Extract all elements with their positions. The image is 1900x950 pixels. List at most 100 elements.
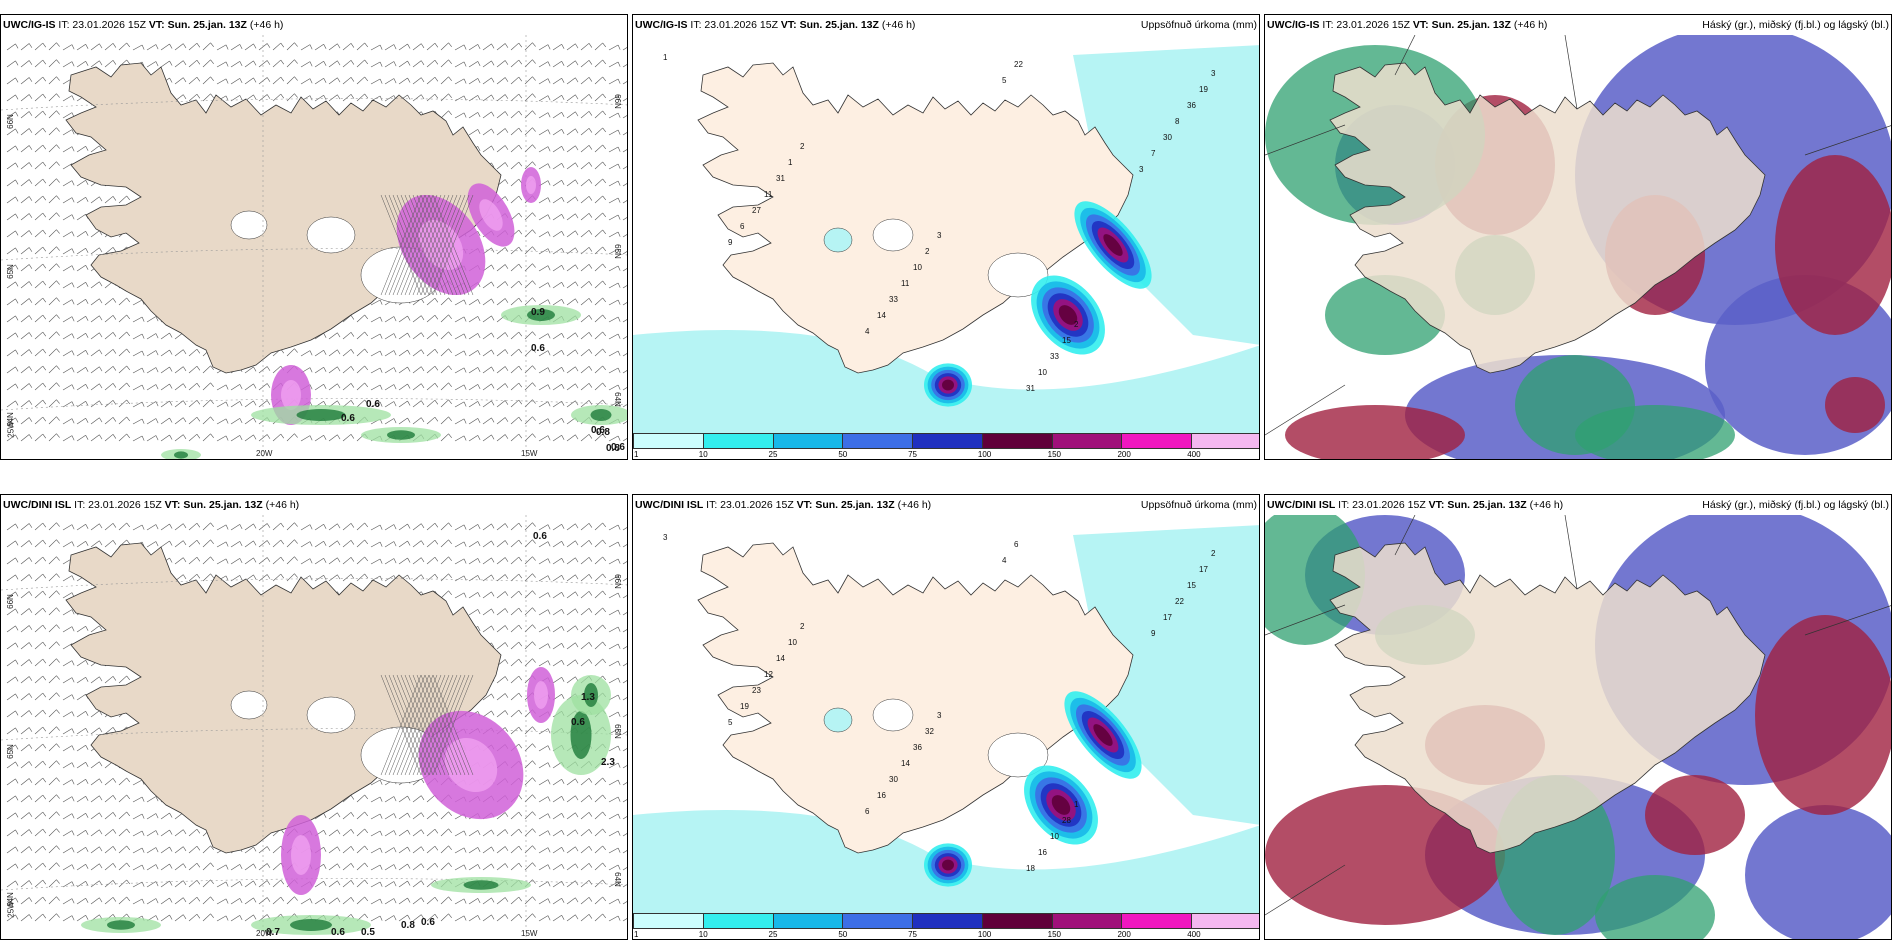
precip-amount-label: 27: [752, 206, 761, 215]
iceland-landmass: [1329, 62, 1766, 374]
precip-value-label: 0.6: [341, 413, 355, 424]
colorbar-tick-label: 100: [977, 930, 992, 939]
precip-amount-label: 10: [788, 638, 797, 647]
precip-amount-label: 2: [1211, 549, 1216, 558]
colorbar-tick-label: 10: [698, 450, 708, 459]
init-time: IT: 23.01.2026 15Z: [703, 499, 797, 511]
colorbar-tick-label: 25: [768, 930, 778, 939]
precip-amount-label: 6: [865, 807, 870, 816]
longitude-label: 15W: [521, 449, 538, 458]
colorbar-swatch: [912, 433, 983, 449]
precip-amount-label: 22: [1014, 60, 1023, 69]
precip-amount-label: 11: [764, 190, 773, 199]
precip-amount-label: 5: [1002, 76, 1007, 85]
precip-value-label: 0.6: [571, 717, 585, 728]
precip-amount-label: 14: [776, 654, 785, 663]
panel-header: UWC/DINI ISL IT: 23.01.2026 15Z VT: Sun.…: [1, 495, 627, 515]
precip-amount-label: 31: [776, 174, 785, 183]
precip-value-label: 0.9: [531, 307, 545, 318]
precip-value-label: 0.6: [331, 927, 345, 938]
colorbar-swatch: [633, 913, 704, 929]
init-time: IT: 23.01.2026 15Z: [1319, 19, 1413, 31]
colorbar-tick-label: 50: [838, 450, 848, 459]
colorbar-tick-label: 100: [977, 450, 992, 459]
precip-amount-label: 14: [877, 311, 886, 320]
precip-amount-label: 2: [800, 622, 805, 631]
colorbar-tick-label: 200: [1117, 930, 1131, 939]
precip-amount-label: 4: [1002, 556, 1007, 565]
cloud-map: [1265, 505, 1891, 939]
colorbar-swatch: [702, 913, 774, 929]
precip-amount-label: 1: [663, 53, 668, 62]
latitude-label: 66N: [613, 574, 623, 589]
precip-amount-label: 8: [1175, 117, 1180, 126]
colorbar-swatch: [633, 433, 704, 449]
precip-amount-label: 11: [901, 279, 910, 288]
precip-value-label: 0.6: [533, 531, 547, 542]
panel-header: UWC/IG-IS IT: 23.01.2026 15Z VT: Sun. 25…: [1, 15, 627, 35]
precip-colorbar: 1 10 25 50 75 100 150 200 400: [633, 913, 1259, 939]
colorbar-tick-label: 50: [838, 930, 848, 939]
colorbar-swatch: [981, 913, 1053, 929]
precip-amount-label: 3: [663, 533, 668, 542]
colorbar-swatch: [1051, 913, 1123, 929]
colorbar-tick-label: 400: [1187, 450, 1201, 459]
valid-time: Sun. 25.jan. 13Z: [1447, 499, 1527, 511]
precip-value-label: 0.6: [531, 343, 545, 354]
latitude-label: 66N: [613, 94, 623, 109]
iceland-landmass: [1329, 542, 1766, 854]
model-name: UWC/DINI ISL: [1267, 499, 1336, 511]
colorbar-swatch: [772, 913, 844, 929]
latitude-label: 64N: [613, 872, 623, 887]
init-time: IT: 23.01.2026 15Z: [1335, 499, 1429, 511]
lead-time: (+46 h): [262, 499, 300, 511]
precip-amount-label: 18: [1026, 864, 1035, 873]
lead-time: (+46 h): [246, 19, 284, 31]
colorbar-swatch: [842, 913, 914, 929]
init-time: IT: 23.01.2026 15Z: [55, 19, 149, 31]
longitude-label: 15W: [521, 929, 538, 938]
precip-amount-label: 3: [1139, 165, 1144, 174]
precip-amount-label: 28: [1062, 816, 1071, 825]
colorbar-tick-label: 1: [634, 450, 639, 459]
precip-amount-label: 3: [937, 711, 942, 720]
precip-amount-label: 14: [901, 759, 910, 768]
precip-amount-label: 36: [913, 743, 922, 752]
iceland-landmass: [65, 542, 502, 854]
precip-value-label: 0.6: [366, 399, 380, 410]
latitude-label: 66N: [5, 114, 15, 129]
longitude-label: 25W: [6, 901, 16, 918]
latitude-label: 65N: [613, 244, 623, 259]
valid-time: Sun. 25.jan. 13Z: [815, 499, 895, 511]
colorbar-tick-label: 75: [908, 450, 918, 459]
precip-amount-label: 3: [937, 231, 942, 240]
longitude-label: 25W: [6, 421, 16, 438]
precip-amount-label: 10: [1038, 368, 1047, 377]
colorbar-tick-label: 1: [634, 930, 639, 939]
valid-time: Sun. 25.jan. 13Z: [183, 499, 263, 511]
latitude-label: 65N: [5, 744, 15, 759]
valid-time-label: VT:: [796, 499, 816, 511]
map-panel-ig-cloud: UWC/IG-IS IT: 23.01.2026 15Z VT: Sun. 25…: [1264, 14, 1892, 460]
precip-amount-label: 33: [889, 295, 898, 304]
init-time: IT: 23.01.2026 15Z: [687, 19, 781, 31]
valid-time-label: VT:: [1428, 499, 1448, 511]
precip-amount-label: 17: [1199, 565, 1208, 574]
valid-time-label: VT:: [1412, 19, 1432, 31]
precip-value-label: 0.8: [401, 920, 415, 931]
precip-amount-label: 32: [925, 727, 934, 736]
model-name: UWC/IG-IS: [1267, 19, 1320, 31]
panel-header: UWC/IG-IS IT: 23.01.2026 15Z VT: Sun. 25…: [633, 15, 1259, 35]
colorbar-swatch: [1051, 433, 1123, 449]
precip-amount-label: 17: [1163, 613, 1172, 622]
panel-header: UWC/DINI ISL IT: 23.01.2026 15Z VT: Sun.…: [1265, 495, 1891, 515]
precip-amount-label: 22: [1175, 597, 1184, 606]
wind-map: 0.6 0.7 0.6 0.5 0.8 0.6 0.6 1.3 2.3: [1, 515, 627, 939]
panel-field-title: Uppsöfnuð úrkoma (mm): [1140, 19, 1257, 31]
valid-time: Sun. 25.jan. 13Z: [167, 19, 247, 31]
colorbar-tick-label: 150: [1047, 450, 1062, 459]
colorbar-tick-label: 25: [768, 450, 778, 459]
lead-time: (+46 h): [894, 499, 932, 511]
lead-time: (+46 h): [1510, 19, 1548, 31]
precip-amount-label: 15: [1187, 581, 1196, 590]
